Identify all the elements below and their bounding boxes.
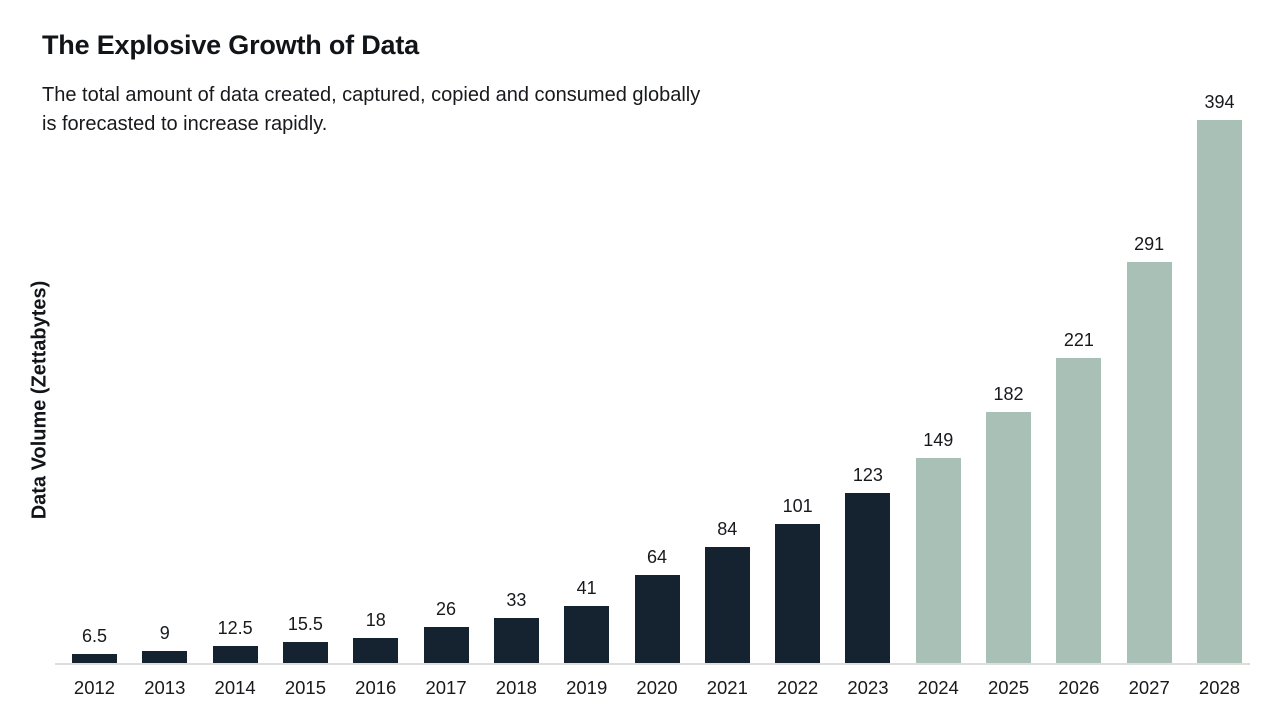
chart-subtitle-line1: The total amount of data created, captur… bbox=[42, 84, 701, 106]
x-tick-label-2016: 2016 bbox=[355, 677, 397, 698]
bar-value-label-2019: 41 bbox=[576, 578, 597, 598]
bar-value-label-2020: 64 bbox=[646, 547, 668, 567]
bar-column-2025: 182 2025 bbox=[986, 384, 1032, 698]
x-tick-label-2012: 2012 bbox=[73, 677, 116, 698]
bar-column-2017: 26 2017 bbox=[423, 599, 469, 698]
bar-2021 bbox=[704, 547, 750, 663]
bar-value-label-2013: 9 bbox=[159, 623, 170, 643]
bar-value-label-2022: 101 bbox=[782, 496, 813, 516]
bar-column-2015: 15.5 2015 bbox=[282, 614, 328, 698]
bar-value-label-2014: 12.5 bbox=[217, 618, 253, 638]
bar-value-label-2018: 33 bbox=[506, 590, 527, 610]
x-tick-label-2015: 2015 bbox=[284, 677, 327, 698]
x-tick-label-2023: 2023 bbox=[847, 677, 889, 698]
bar-column-2013: 9 2013 bbox=[142, 623, 188, 698]
bar-value-label-2023: 123 bbox=[852, 465, 883, 485]
bar-value-label-2015: 15.5 bbox=[287, 614, 323, 634]
bar-2012 bbox=[72, 654, 117, 663]
bar-column-2027: 291 2027 bbox=[1126, 234, 1172, 698]
x-tick-label-2022: 2022 bbox=[777, 677, 819, 698]
bar-column-2028: 394 2028 bbox=[1197, 92, 1242, 698]
bar-2017 bbox=[423, 627, 469, 663]
bar-value-label-2017: 26 bbox=[436, 599, 457, 619]
x-tick-label-2024: 2024 bbox=[917, 677, 959, 698]
bar-2027 bbox=[1126, 262, 1172, 663]
bar-2013 bbox=[142, 651, 188, 663]
plot-area: 6.5 2012 9 2013 12.5 2014 15.5 2015 18 2016 26 2017… bbox=[55, 85, 1250, 698]
bar-column-2026: 221 2026 bbox=[1056, 330, 1102, 698]
bar-column-2024: 149 2024 bbox=[915, 430, 961, 698]
bar-column-2020: 64 2020 bbox=[634, 547, 680, 698]
bar-value-label-2016: 18 bbox=[365, 610, 386, 630]
bar-2019 bbox=[564, 606, 610, 663]
bar-value-label-2028: 394 bbox=[1204, 92, 1235, 112]
x-tick-label-2028: 2028 bbox=[1198, 677, 1241, 698]
bar-2016 bbox=[353, 638, 399, 663]
chart-title: The Explosive Growth of Data bbox=[42, 30, 419, 60]
x-tick-label-2013: 2013 bbox=[144, 677, 186, 698]
chart-subtitle: The total amount of data created, captur… bbox=[42, 81, 700, 139]
bar-2015 bbox=[282, 642, 328, 663]
bar-column-2018: 33 2018 bbox=[493, 590, 539, 698]
bar-value-label-2021: 84 bbox=[717, 519, 738, 539]
x-tick-label-2019: 2019 bbox=[566, 677, 608, 698]
bar-column-2019: 41 2019 bbox=[564, 578, 610, 698]
bar-2026 bbox=[1056, 358, 1102, 663]
bar-column-2016: 18 2016 bbox=[353, 610, 399, 698]
bar-2020 bbox=[634, 575, 680, 663]
x-tick-label-2014: 2014 bbox=[214, 677, 256, 698]
bar-value-label-2027: 291 bbox=[1134, 234, 1165, 254]
x-tick-label-2026: 2026 bbox=[1058, 677, 1100, 698]
bar-2024 bbox=[915, 458, 961, 663]
x-tick-label-2018: 2018 bbox=[495, 677, 537, 698]
bar-2022 bbox=[775, 524, 821, 663]
bar-column-2021: 84 2021 bbox=[704, 519, 750, 698]
bar-value-label-2024: 149 bbox=[923, 430, 954, 450]
x-tick-label-2017: 2017 bbox=[425, 677, 467, 698]
bar-column-2014: 12.5 2014 bbox=[212, 618, 258, 698]
x-tick-label-2025: 2025 bbox=[987, 677, 1030, 698]
bar-2023 bbox=[845, 493, 891, 663]
bar-column-2022: 101 2022 bbox=[775, 496, 821, 698]
bar-2018 bbox=[493, 618, 539, 663]
bar-2028 bbox=[1197, 120, 1242, 663]
x-tick-label-2020: 2020 bbox=[636, 677, 678, 698]
bar-value-label-2025: 182 bbox=[993, 384, 1024, 404]
bar-value-label-2026: 221 bbox=[1063, 330, 1094, 350]
y-axis-label: Data Volume (Zettabytes) bbox=[28, 280, 51, 520]
x-tick-label-2027: 2027 bbox=[1128, 677, 1170, 698]
chart-header: The Explosive Growth of Data The total a… bbox=[42, 30, 700, 139]
bar-column-2012: 6.5 2012 bbox=[72, 626, 117, 698]
bar-value-label-2012: 6.5 bbox=[81, 626, 108, 646]
bar-2014 bbox=[212, 646, 258, 663]
bar-column-2023: 123 2023 bbox=[845, 465, 891, 698]
bar-2025 bbox=[986, 412, 1032, 663]
x-tick-label-2021: 2021 bbox=[706, 677, 748, 698]
chart-subtitle-line2: is forecasted to increase rapidly. bbox=[42, 113, 328, 135]
